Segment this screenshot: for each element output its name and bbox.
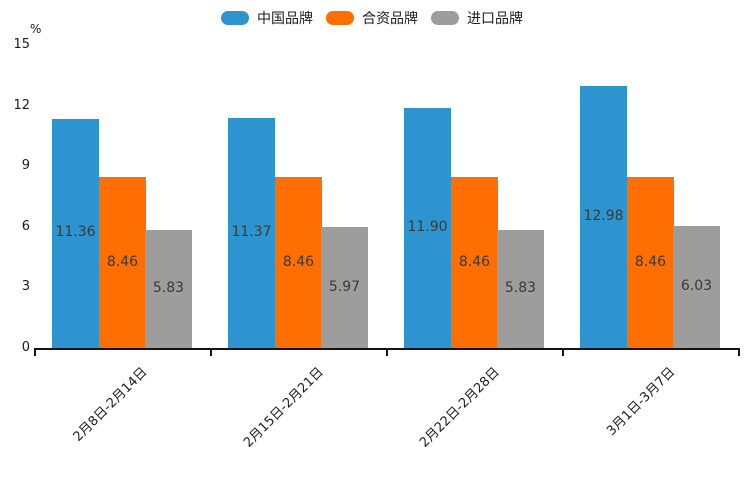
bar-series1-cat2 bbox=[451, 177, 498, 348]
y-tick-label: 12 bbox=[13, 97, 30, 113]
y-tick-label: 3 bbox=[21, 279, 30, 295]
legend-swatch-icon bbox=[221, 11, 249, 25]
legend: 中国品牌 合资品牌 进口品牌 bbox=[221, 8, 523, 28]
bar-value-label: 6.03 bbox=[680, 278, 713, 294]
legend-item-0: 中国品牌 bbox=[221, 8, 313, 28]
bar-series2-cat3 bbox=[673, 226, 720, 348]
legend-swatch-icon bbox=[326, 11, 354, 25]
bar-series2-cat0 bbox=[145, 230, 192, 348]
bar-series1-cat3 bbox=[627, 177, 674, 348]
legend-item-1: 合资品牌 bbox=[326, 8, 418, 28]
x-category-label-0: 2月8日-2月14日 bbox=[70, 364, 151, 445]
bar-value-label: 8.46 bbox=[634, 254, 667, 270]
x-category-label-2: 2月22日-2月28日 bbox=[416, 364, 503, 451]
legend-label: 合资品牌 bbox=[362, 11, 418, 27]
legend-label: 中国品牌 bbox=[257, 11, 313, 27]
bar-value-label: 11.36 bbox=[55, 224, 96, 240]
bar-value-label: 12.98 bbox=[583, 208, 624, 224]
x-axis-tick-mark bbox=[738, 350, 740, 356]
y-tick-label: 0 bbox=[21, 340, 30, 355]
bar-series2-cat1 bbox=[321, 227, 368, 348]
x-category-label-1: 2月15日-2月21日 bbox=[240, 364, 327, 451]
x-axis-line bbox=[34, 348, 740, 350]
y-tick-label: 9 bbox=[21, 158, 30, 174]
legend-item-2: 进口品牌 bbox=[431, 8, 523, 28]
bar-series0-cat0 bbox=[52, 119, 99, 348]
x-category-label-3: 3月1日-3月7日 bbox=[604, 364, 679, 439]
y-axis-unit-label: % bbox=[30, 22, 42, 36]
bar-series1-cat1 bbox=[275, 177, 322, 348]
bar-value-label: 8.46 bbox=[106, 254, 139, 270]
x-axis-tick-mark bbox=[210, 350, 212, 356]
bar-series2-cat2 bbox=[497, 230, 544, 348]
bar-value-label: 5.83 bbox=[152, 280, 185, 296]
bar-value-label: 11.37 bbox=[231, 224, 272, 240]
bar-value-label: 11.90 bbox=[407, 219, 448, 235]
bar-value-label: 5.83 bbox=[504, 280, 537, 296]
bar-series0-cat1 bbox=[228, 118, 275, 348]
x-axis-tick-mark bbox=[34, 350, 36, 356]
y-tick-label: 6 bbox=[21, 218, 30, 234]
bar-series0-cat2 bbox=[404, 108, 451, 348]
bar-series0-cat3 bbox=[580, 86, 627, 348]
bar-value-label: 8.46 bbox=[282, 254, 315, 270]
x-axis-tick-mark bbox=[562, 350, 564, 356]
legend-swatch-icon bbox=[431, 11, 459, 25]
bar-value-label: 5.97 bbox=[328, 279, 361, 295]
bar-series1-cat0 bbox=[99, 177, 146, 348]
x-axis-tick-mark bbox=[386, 350, 388, 356]
bar-value-label: 8.46 bbox=[458, 254, 491, 270]
legend-label: 进口品牌 bbox=[467, 11, 523, 27]
y-tick-label: 15 bbox=[13, 37, 30, 52]
